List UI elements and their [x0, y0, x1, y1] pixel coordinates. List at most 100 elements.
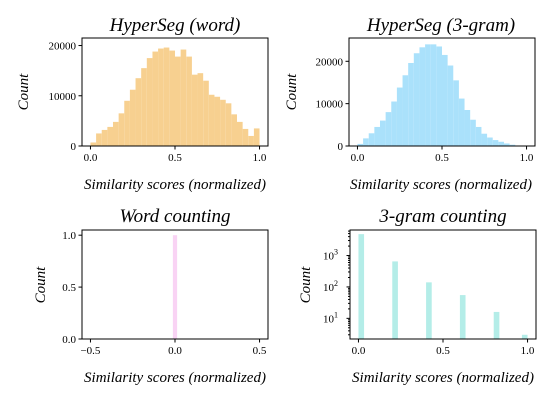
histogram-bar [357, 143, 364, 146]
histogram-bar [509, 144, 516, 146]
y-axis-label: Count [33, 266, 49, 304]
histogram-bar [492, 140, 499, 146]
histogram-bar [374, 126, 380, 146]
histogram-bar [498, 141, 504, 146]
y-axis-label: Count [284, 73, 300, 111]
histogram-bar [90, 142, 97, 146]
panel-hyperseg-word: HyperSeg (word) 0.0 0.5 1.0 0 10000 20000 Sim… [16, 15, 269, 193]
histogram-bar [248, 135, 254, 146]
histogram-bar [175, 56, 181, 147]
x-axis-label: Similarity scores (normalized) [350, 177, 532, 193]
plot-frame [348, 37, 536, 147]
x-tick-label: 0.0 [84, 152, 98, 164]
histogram-bar [220, 99, 226, 146]
histogram-bar [214, 96, 221, 146]
y-tick-label: 0.0 [62, 334, 76, 346]
x-axis-label: Similarity scores (normalized) [84, 370, 266, 386]
histogram-bar [392, 261, 398, 339]
histogram-bar [426, 282, 432, 339]
histogram-bar [521, 334, 528, 339]
plot-frame [81, 229, 269, 340]
x-tick-label: 0.5 [168, 152, 182, 164]
histogram-bar [442, 54, 448, 146]
histogram-bar [493, 311, 500, 339]
chart-title: 3-gram counting [378, 206, 506, 227]
histogram-bar [124, 100, 130, 146]
panel-3gram-counting: 3-gram counting 0.0 0.5 1.0 101 102 103 Simil… [298, 206, 537, 386]
chart-title: HyperSeg (3-gram) [366, 15, 515, 36]
x-tick-label: 0.5 [436, 345, 450, 357]
y-tick-label: 102 [323, 279, 338, 294]
histogram-bar [368, 133, 375, 146]
histogram-bar [101, 129, 108, 146]
histogram-bar [163, 47, 170, 146]
histogram-bar [112, 121, 119, 146]
x-tick-label: 0.0 [168, 345, 182, 357]
y-tick-label: 103 [323, 248, 338, 263]
y-tick-label: 20000 [49, 41, 77, 53]
panel-word-counting: Word counting −0.5 0.0 0.5 0.0 0.5 1.0 Simila… [33, 206, 269, 386]
histogram-bar [425, 44, 431, 146]
x-tick-label: 0.0 [351, 152, 365, 164]
histogram-bar [363, 138, 369, 146]
histogram-bar [96, 133, 102, 146]
y-tick-label: 1.0 [62, 230, 76, 242]
x-tick-label: 1.0 [521, 345, 535, 357]
x-tick-label: 0.0 [352, 345, 366, 357]
histogram-bar [180, 49, 187, 146]
histogram-bar [402, 75, 409, 146]
chart-title: Word counting [119, 206, 230, 227]
histogram-bar [453, 80, 459, 146]
histogram-bar [135, 78, 142, 146]
histogram-bar [172, 235, 178, 339]
x-tick-label: 0.5 [435, 152, 449, 164]
x-tick-label: 1.0 [253, 152, 267, 164]
panel-hyperseg-3gram: HyperSeg (3-gram) 0.0 0.5 1.0 0 10000 20000 S… [284, 15, 536, 193]
histogram-bar [408, 62, 414, 146]
histogram-bar [118, 113, 125, 146]
histogram-bar [107, 126, 113, 146]
x-axis-label: Similarity scores (normalized) [84, 177, 266, 193]
histogram-bar [396, 87, 403, 146]
histogram-bar [358, 234, 365, 339]
y-tick-label: 101 [323, 310, 338, 325]
histogram-bar [203, 80, 209, 146]
histogram-bar [413, 53, 420, 146]
x-tick-label: 0.5 [253, 345, 267, 357]
histogram-bar [487, 137, 493, 146]
histogram-bar [458, 98, 465, 146]
plot-frame [349, 229, 537, 340]
histogram-bar [197, 73, 204, 146]
histogram-bar [231, 114, 237, 146]
histogram-bar [504, 143, 510, 146]
histogram-bar [385, 112, 392, 146]
histogram-bar [237, 121, 243, 146]
histogram-bar [242, 128, 249, 146]
histogram-bar [464, 110, 471, 146]
histogram-bar [379, 120, 386, 146]
histogram-bar [225, 103, 232, 146]
histogram-bar [481, 133, 488, 146]
histogram-bar [470, 119, 476, 146]
histogram-bar [447, 65, 454, 146]
histogram-bar [191, 74, 198, 146]
histogram-bar [475, 126, 482, 146]
histogram-bar [419, 47, 426, 146]
histogram-bar [146, 58, 153, 147]
histogram-bar [253, 128, 260, 146]
y-tick-label: 20000 [316, 56, 344, 68]
histogram-bar [141, 68, 147, 146]
histogram-bar [158, 48, 164, 146]
histogram-bar [459, 295, 466, 339]
histogram-bar [152, 51, 159, 147]
y-tick-label: 10000 [49, 91, 77, 103]
plot-frame [81, 37, 269, 147]
histogram-bar [436, 46, 442, 146]
y-tick-label: 0.5 [62, 282, 76, 294]
y-tick-label: 10000 [316, 99, 344, 111]
histogram-bar [208, 94, 215, 146]
y-tick-label: 0 [338, 141, 344, 153]
histogram-bar [129, 89, 136, 146]
y-tick-label: 0 [71, 141, 77, 153]
